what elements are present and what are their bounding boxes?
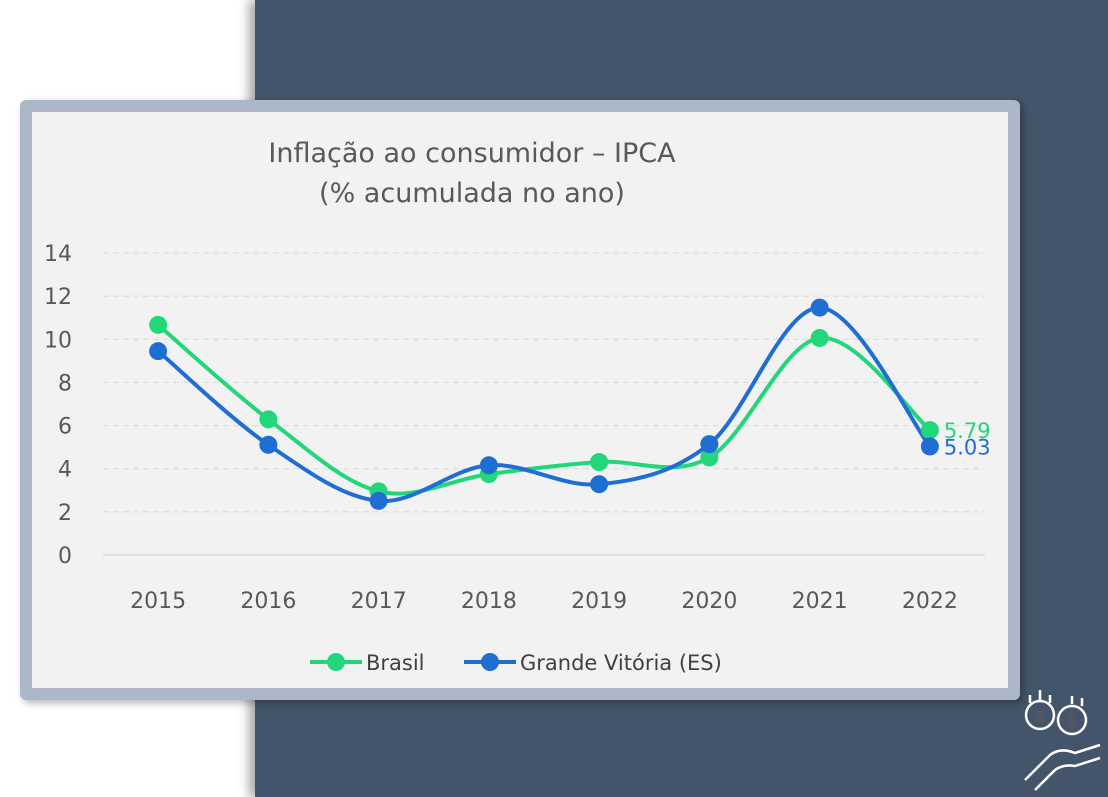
- data-point: [479, 456, 498, 475]
- legend-marker: [327, 653, 345, 671]
- data-label: 5.03: [944, 435, 991, 459]
- data-point: [700, 435, 719, 454]
- y-tick-label: 6: [58, 415, 72, 440]
- data-point: [149, 342, 168, 361]
- data-label: 5.79: [944, 419, 991, 443]
- data-point: [920, 421, 939, 440]
- chart-subtitle: (% acumulada no ano): [319, 178, 625, 209]
- svg-text:$: $: [1034, 706, 1045, 727]
- x-tick-label: 2017: [351, 589, 407, 614]
- chart-title: Inflação ao consumidor – IPCA: [268, 138, 676, 169]
- x-tick-label: 2016: [240, 589, 296, 614]
- data-point: [369, 491, 388, 510]
- data-point: [149, 315, 168, 334]
- legend-marker: [481, 653, 499, 671]
- legend-label: Grande Vitória (ES): [520, 651, 722, 675]
- y-tick-label: 10: [44, 328, 72, 353]
- x-tick-label: 2021: [792, 589, 848, 614]
- legend-label: Brasil: [366, 651, 425, 675]
- data-point: [259, 435, 278, 454]
- data-point: [700, 448, 719, 467]
- x-tick-label: 2018: [461, 589, 517, 614]
- data-point: [920, 437, 939, 456]
- y-tick-label: 0: [58, 544, 72, 569]
- x-tick-label: 2019: [571, 589, 627, 614]
- y-tick-label: 4: [58, 458, 72, 483]
- svg-text:$: $: [1066, 711, 1077, 732]
- x-tick-label: 2020: [681, 589, 737, 614]
- y-tick-label: 14: [44, 242, 72, 267]
- data-point: [810, 298, 829, 317]
- money-hand-icon: $ $: [1024, 690, 1101, 791]
- x-tick-label: 2022: [902, 589, 958, 614]
- data-point: [810, 328, 829, 347]
- chart: Inflação ao consumidor – IPCA (% acumula…: [44, 138, 991, 675]
- y-tick-label: 12: [44, 285, 72, 310]
- y-tick-label: 2: [58, 501, 72, 526]
- data-point: [259, 410, 278, 429]
- y-tick-label: 8: [58, 371, 72, 396]
- data-point: [590, 475, 609, 494]
- x-tick-label: 2015: [130, 589, 186, 614]
- data-point: [590, 453, 609, 472]
- chart-card: Inflação ao consumidor – IPCA (% acumula…: [20, 100, 1020, 700]
